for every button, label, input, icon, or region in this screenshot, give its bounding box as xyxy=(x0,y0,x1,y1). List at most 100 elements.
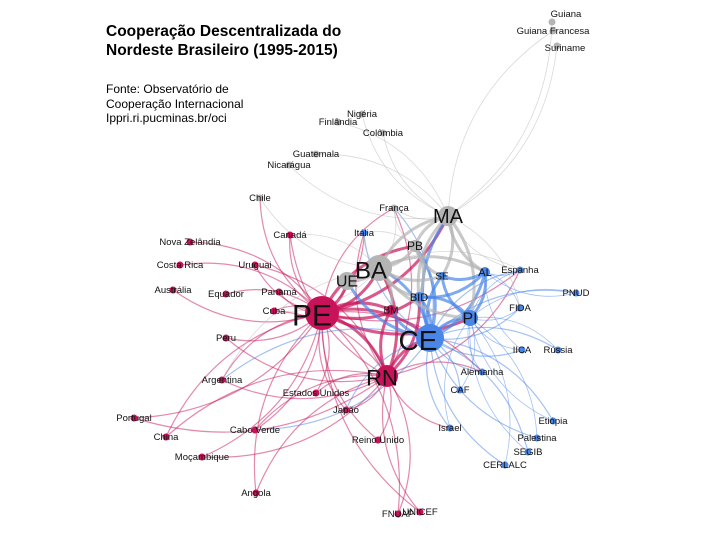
node-italia[interactable] xyxy=(360,229,368,237)
node-rn[interactable] xyxy=(376,365,398,387)
node-ue[interactable] xyxy=(338,272,356,290)
node-reino-unido[interactable] xyxy=(374,436,382,444)
node-costa-rica[interactable] xyxy=(176,261,184,269)
node-label-mocambique: Moçambique xyxy=(175,452,229,463)
node-label-guiana-francesa: Guiana Francesa xyxy=(517,26,591,37)
node-colombia[interactable] xyxy=(379,129,387,137)
node-label-iica: IICA xyxy=(513,345,532,356)
node-label-rn: RN xyxy=(366,366,398,391)
node-label-alemanha: Alemanha xyxy=(461,367,504,378)
node-ba[interactable] xyxy=(366,255,392,281)
node-label-al: AL xyxy=(478,267,491,279)
node-espanha[interactable] xyxy=(516,266,524,274)
node-cuba[interactable] xyxy=(270,307,278,315)
node-equador[interactable] xyxy=(222,290,230,298)
node-iica[interactable] xyxy=(518,346,526,354)
edge-ba-chile xyxy=(259,197,380,269)
node-fida[interactable] xyxy=(516,304,524,312)
node-segib[interactable] xyxy=(524,448,532,456)
node-label-guatemala: Guatemala xyxy=(293,149,340,160)
edge-ce-russia xyxy=(429,326,559,351)
node-finlandia[interactable] xyxy=(334,118,342,126)
node-canada[interactable] xyxy=(286,231,294,239)
node-cerlalc[interactable] xyxy=(501,461,509,469)
node-palestina[interactable] xyxy=(533,434,541,442)
edge-ce-argentina xyxy=(221,328,431,381)
node-unicef[interactable] xyxy=(416,508,424,516)
node-angola[interactable] xyxy=(252,489,260,497)
node-label-israel: Israel xyxy=(438,423,461,434)
node-al[interactable] xyxy=(480,267,490,277)
edge-rn-angola xyxy=(255,375,388,494)
edge-pe-nova-zelandia xyxy=(189,241,323,314)
node-nicaragua[interactable] xyxy=(285,161,293,169)
edge-ma-suriname xyxy=(447,45,558,217)
node-label-bm: BM xyxy=(384,306,399,317)
node-uruguai[interactable] xyxy=(251,261,259,269)
edge-ba-argentina xyxy=(221,267,380,381)
node-portugal[interactable] xyxy=(130,414,138,422)
node-peru[interactable] xyxy=(222,334,230,342)
edge-ma-pi xyxy=(446,215,476,319)
node-caf[interactable] xyxy=(456,386,464,394)
node-pi[interactable] xyxy=(462,310,478,326)
node-pe[interactable] xyxy=(305,296,339,330)
edge-pe-costa-rica xyxy=(179,262,323,314)
node-suriname[interactable] xyxy=(553,42,561,50)
node-nova-zelandia[interactable] xyxy=(186,238,194,246)
node-bid[interactable] xyxy=(414,292,424,302)
node-label-uruguai: Uruguai xyxy=(238,260,271,271)
node-pb[interactable] xyxy=(409,240,421,252)
node-ce[interactable] xyxy=(416,324,444,352)
node-australia[interactable] xyxy=(169,286,177,294)
edge-rn-cabo-verde xyxy=(254,374,388,431)
node-label-suriname: Suriname xyxy=(545,43,586,54)
node-china[interactable] xyxy=(162,433,170,441)
labels-layer: Guiana Guiana Francesa Suriname NigériaFinl… xyxy=(116,9,590,520)
node-chile[interactable] xyxy=(256,194,264,202)
node-fnuap[interactable] xyxy=(394,510,402,518)
edge-ma-nigeria xyxy=(361,113,449,217)
edge-ce-segib xyxy=(429,337,529,453)
node-estados-unidos[interactable] xyxy=(312,389,320,397)
edge-ma-fida xyxy=(447,215,521,309)
node-alemanha[interactable] xyxy=(478,368,486,376)
edge-pe-china xyxy=(165,312,323,438)
node-etiopia[interactable] xyxy=(549,417,557,425)
node-russia[interactable] xyxy=(554,346,562,354)
node-franca[interactable] xyxy=(390,204,398,212)
node-cabo-verde[interactable] xyxy=(251,426,259,434)
node-label-palestina: Palestina xyxy=(517,433,557,444)
node-label-ma: MA xyxy=(433,206,464,228)
edge-pi-israel xyxy=(444,317,471,429)
edge-pi-etiopia xyxy=(469,317,554,422)
node-label-reino-unido: Reino Unido xyxy=(352,435,404,446)
node-guatemala[interactable] xyxy=(312,150,320,158)
node-se[interactable] xyxy=(438,272,446,280)
edge-rn-unicef xyxy=(381,375,421,513)
edge-pe-unicef xyxy=(321,312,421,513)
node-label-nova-zelandia: Nova Zelândia xyxy=(159,237,221,248)
node-japao[interactable] xyxy=(342,406,350,414)
node-guiana[interactable] xyxy=(548,18,556,26)
source-line: Ippri.ri.pucminas.br/oci xyxy=(106,111,227,125)
edge-rn-italia xyxy=(355,232,388,377)
node-argentina[interactable] xyxy=(218,376,226,384)
node-guiana-francesa[interactable] xyxy=(549,27,557,35)
node-label-pnud: PNUD xyxy=(563,288,590,299)
node-label-unicef: UNICEF xyxy=(402,507,438,518)
node-label-peru: Peru xyxy=(216,333,236,344)
node-panama[interactable] xyxy=(275,288,283,296)
node-ma[interactable] xyxy=(438,206,458,226)
source-line: Cooperação Internacional xyxy=(106,96,244,111)
node-bm[interactable] xyxy=(386,305,396,315)
edge-rn-mocambique xyxy=(201,375,388,458)
node-mocambique[interactable] xyxy=(198,453,206,461)
node-israel[interactable] xyxy=(446,424,454,432)
node-pnud[interactable] xyxy=(572,289,580,297)
node-label-guiana: Guiana xyxy=(551,9,582,20)
edge-ce-pnud xyxy=(429,289,577,339)
node-label-segib: SEGIB xyxy=(513,447,542,458)
node-nigeria[interactable] xyxy=(358,110,366,118)
node-label-nigeria: Nigéria xyxy=(347,109,378,120)
